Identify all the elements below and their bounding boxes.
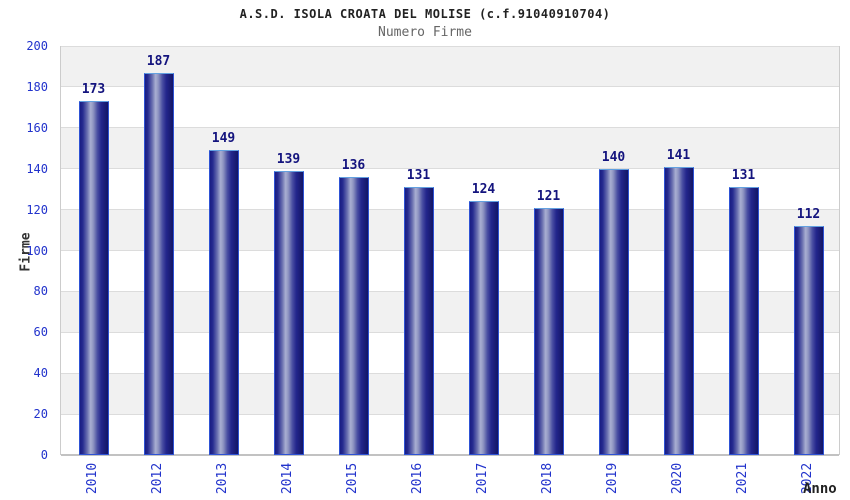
bar-value-label: 173 bbox=[81, 82, 106, 98]
gridline bbox=[61, 372, 839, 374]
x-tick-label: 2013 bbox=[202, 458, 244, 498]
x-tick-text: 2015 bbox=[345, 462, 360, 494]
x-tick-label: 2019 bbox=[592, 458, 634, 498]
bar-value-label: 112 bbox=[796, 206, 821, 222]
x-tick-label: 2020 bbox=[657, 458, 699, 498]
gridline bbox=[61, 86, 839, 88]
bar-2021 bbox=[728, 187, 759, 455]
x-tick-label: 2018 bbox=[527, 458, 569, 498]
bar-2017 bbox=[468, 201, 499, 455]
bar-value-label: 136 bbox=[341, 157, 366, 173]
y-tick-label: 0 bbox=[40, 448, 48, 462]
chart-subtitle: Numero Firme bbox=[378, 25, 472, 40]
x-tick-text: 2010 bbox=[85, 462, 100, 494]
x-tick-label: 2021 bbox=[722, 458, 764, 498]
gridline bbox=[61, 331, 839, 333]
x-tick-text: 2017 bbox=[475, 462, 490, 494]
x-tick-text: 2013 bbox=[215, 462, 230, 494]
bar-value-label: 141 bbox=[666, 147, 691, 163]
gridline bbox=[61, 413, 839, 415]
bar-value-label: 140 bbox=[601, 149, 626, 165]
y-tick-label: 120 bbox=[26, 202, 48, 217]
gridline bbox=[61, 45, 839, 47]
bar-2022 bbox=[793, 225, 824, 455]
x-tick-label: 2017 bbox=[462, 458, 504, 498]
bar-value-label: 131 bbox=[731, 168, 756, 184]
bar-2019 bbox=[598, 168, 629, 455]
plot-area: 173 187 149 139 136 131 124 121 140 141 131 112 bbox=[60, 45, 840, 456]
gridline bbox=[61, 168, 839, 170]
x-tick-text: 2019 bbox=[605, 462, 620, 494]
bar-2015 bbox=[338, 176, 369, 455]
bar-2020 bbox=[663, 166, 694, 455]
x-axis-line bbox=[61, 453, 839, 456]
y-tick-label: 140 bbox=[26, 161, 48, 176]
x-tick-text: 2020 bbox=[670, 462, 685, 494]
x-tick-text: 2018 bbox=[540, 462, 555, 494]
y-tick-label: 60 bbox=[33, 325, 48, 340]
x-tick-text: 2016 bbox=[410, 462, 425, 494]
gridline bbox=[61, 127, 839, 129]
x-tick-text: 2014 bbox=[280, 462, 295, 494]
y-tick-label: 20 bbox=[33, 407, 48, 422]
bar-2010 bbox=[78, 101, 109, 455]
bar-2013 bbox=[208, 150, 239, 455]
x-tick-label: 2014 bbox=[267, 458, 309, 498]
x-axis-label: Anno bbox=[803, 481, 837, 497]
bar-value-label: 149 bbox=[211, 131, 236, 147]
gridline bbox=[61, 209, 839, 211]
x-tick-label: 2010 bbox=[72, 458, 114, 498]
chart-title: A.S.D. ISOLA CROATA DEL MOLISE (c.f.9104… bbox=[239, 7, 611, 21]
bar-2018 bbox=[533, 207, 564, 455]
x-tick-label: 2016 bbox=[397, 458, 439, 498]
y-tick-label: 160 bbox=[26, 120, 48, 135]
bar-2012 bbox=[143, 72, 174, 455]
x-tick-text: 2021 bbox=[735, 462, 750, 494]
bar-value-label: 139 bbox=[276, 151, 301, 167]
bar-value-label: 187 bbox=[146, 53, 171, 69]
bar-value-label: 121 bbox=[536, 188, 561, 204]
gridline bbox=[61, 290, 839, 292]
x-tick-label: 2012 bbox=[137, 458, 179, 498]
bar-value-label: 124 bbox=[471, 182, 496, 198]
y-tick-label: 40 bbox=[33, 366, 48, 381]
y-tick-label: 100 bbox=[26, 243, 48, 258]
bar-2016 bbox=[403, 187, 434, 455]
x-tick-label: 2015 bbox=[332, 458, 374, 498]
gridline bbox=[61, 250, 839, 251]
y-tick-label: 200 bbox=[26, 39, 48, 53]
y-tick-label: 180 bbox=[26, 79, 48, 94]
x-tick-text: 2012 bbox=[150, 462, 165, 494]
bar-value-label: 131 bbox=[406, 168, 431, 184]
bar-2014 bbox=[273, 170, 304, 455]
y-tick-label: 80 bbox=[33, 284, 48, 299]
